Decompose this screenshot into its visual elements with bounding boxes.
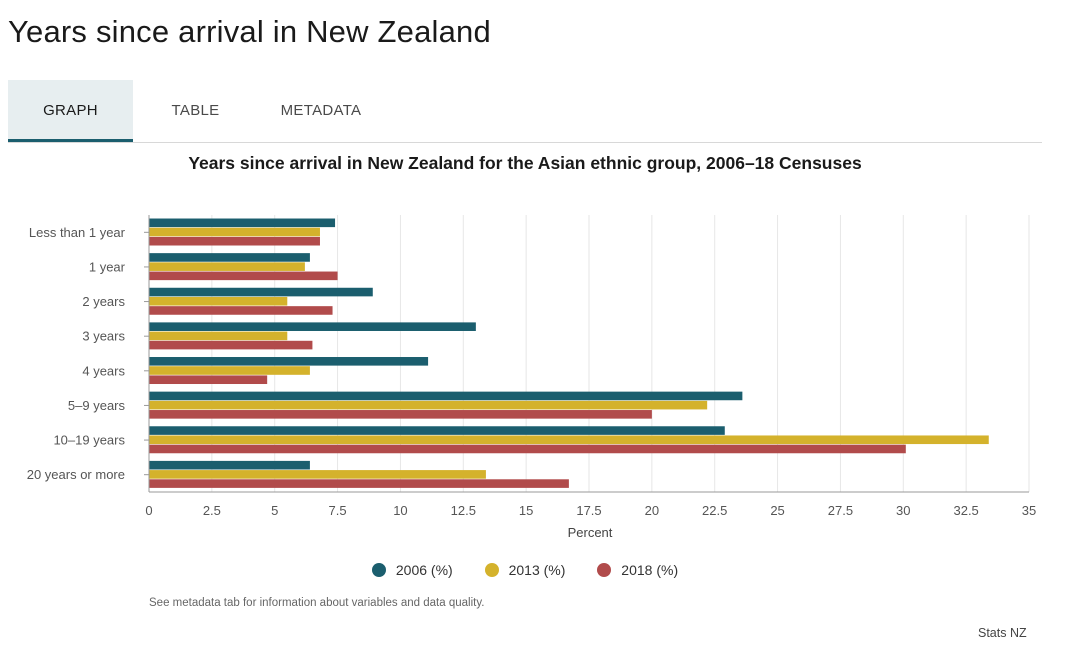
x-tick-label: 32.5 (953, 503, 978, 518)
x-tick-label: 25 (770, 503, 784, 518)
tab-metadata[interactable]: METADATA (280, 102, 362, 119)
legend-label: 2006 (%) (395, 562, 453, 578)
tab-table[interactable]: TABLE (171, 102, 220, 119)
bar-2006 (149, 322, 476, 331)
bar-2006 (149, 357, 429, 366)
bar-2018 (149, 479, 569, 488)
x-tick-label: 20 (645, 503, 659, 518)
x-tick-label: 5 (271, 503, 278, 518)
bar-2018 (149, 306, 333, 315)
metadata-note: See metadata tab for information about v… (149, 597, 485, 609)
legend-dot-icon (597, 563, 612, 577)
bar-2006 (149, 253, 310, 262)
bar-2013 (149, 435, 989, 445)
y-tick-label: 2 years (82, 294, 125, 309)
bar-2013 (149, 262, 305, 271)
bar-2013 (149, 227, 320, 237)
x-tick-label: 12.5 (451, 503, 476, 518)
legend-item-2018[interactable]: 2018 (%) (597, 562, 678, 578)
bar-2006 (149, 460, 310, 470)
x-tick-label: 2.5 (203, 503, 221, 518)
bar-2006 (149, 391, 743, 401)
bar-2018 (149, 340, 313, 350)
x-tick-label: 22.5 (702, 503, 727, 518)
bar-2013 (149, 296, 288, 306)
source-credit: Stats NZ (978, 626, 1027, 640)
x-tick-label: 0 (145, 503, 152, 518)
bar-2018 (149, 236, 320, 246)
legend-label: 2013 (%) (508, 562, 566, 578)
chart-legend: 2006 (%) 2013 (%) 2018 (%) (0, 562, 1050, 580)
x-axis-title: Percent (568, 525, 613, 540)
bar-2013 (149, 400, 708, 410)
bar-chart: Less than 1 year 1 year 2 years 3 years 4 ye… (27, 215, 1036, 540)
legend-item-2013[interactable]: 2013 (%) (484, 562, 566, 578)
y-tick-label: 4 years (82, 363, 125, 378)
legend-dot-icon (371, 563, 386, 577)
legend-label: 2018 (%) (621, 562, 679, 578)
bar-2018 (149, 271, 338, 281)
tab-bar: GRAPH TABLE METADATA (8, 80, 1042, 143)
tab-graph[interactable]: GRAPH (8, 80, 133, 142)
y-tick-label: 20 years or more (27, 467, 125, 482)
y-tick-label: 5–9 years (68, 398, 126, 413)
x-tick-label: 10 (393, 503, 407, 518)
legend-item-2006[interactable]: 2006 (%) (371, 562, 453, 578)
page-title: Years since arrival in New Zealand (8, 14, 491, 49)
x-tick-label: 7.5 (329, 503, 347, 518)
bar-2006 (149, 287, 373, 297)
bar-2006 (149, 426, 725, 435)
legend-dot-icon (484, 563, 499, 577)
bar-2006 (149, 218, 336, 228)
bar-2013 (149, 366, 310, 375)
x-tick-label: 17.5 (576, 503, 601, 518)
y-tick-label: Less than 1 year (29, 225, 126, 240)
x-tick-label: 30 (896, 503, 910, 518)
x-tick-label: 15 (519, 503, 533, 518)
bar-2013 (149, 331, 288, 341)
bar-2018 (149, 410, 652, 419)
x-tick-label: 35 (1022, 503, 1036, 518)
x-tick-label: 27.5 (828, 503, 853, 518)
y-tick-label: 1 year (89, 259, 126, 274)
y-tick-label: 10–19 years (53, 433, 125, 448)
y-tick-label: 3 years (82, 329, 125, 344)
bar-2018 (149, 375, 268, 385)
bar-2018 (149, 444, 906, 454)
chart-title: Years since arrival in New Zealand for t… (188, 153, 862, 173)
bar-2013 (149, 470, 486, 479)
